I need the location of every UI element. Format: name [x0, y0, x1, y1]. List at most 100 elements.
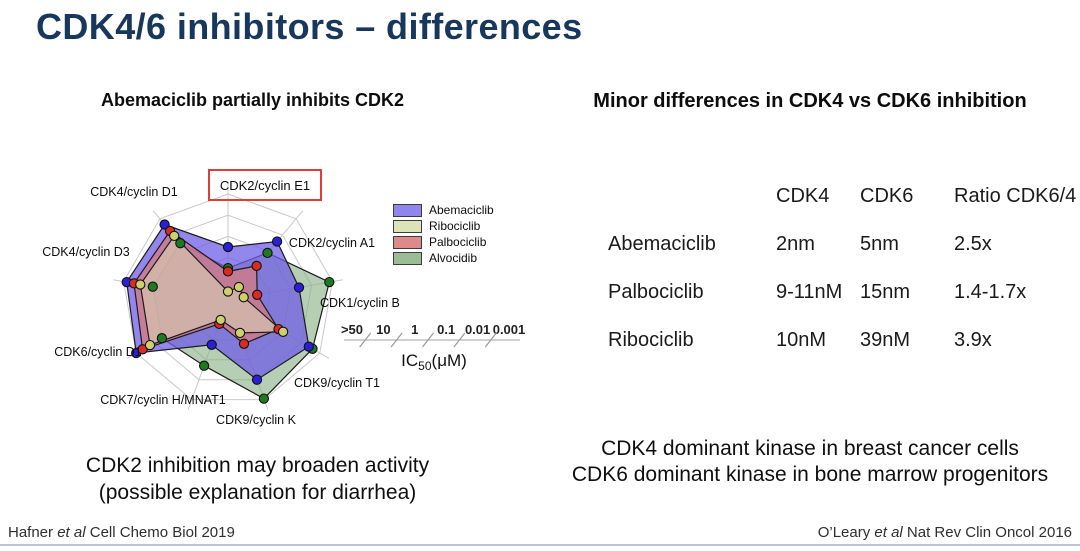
radar-point-ribociclib	[234, 327, 246, 339]
radar-point-ribociclib	[215, 314, 226, 326]
table-row-label-abemaciclib: Abemaciclib	[608, 232, 716, 255]
table-cell: 2nm	[776, 232, 815, 255]
table-row-label-palbociclib: Palbociclib	[608, 280, 704, 303]
radar-point-palbociclib	[238, 338, 250, 349]
table-cell: 5nm	[860, 232, 899, 255]
scale-slash-tick	[390, 332, 403, 348]
radar-point-abemaciclib	[293, 282, 305, 293]
legend-swatch-abemaciclib	[393, 203, 422, 217]
legend-swatch-ribociclib	[393, 219, 422, 233]
scale-tick-label: 0.01	[465, 322, 490, 337]
legend-swatch-alvocidib	[393, 251, 422, 265]
right-panel-subtitle: Minor differences in CDK4 vs CDK6 inhibi…	[593, 90, 1027, 112]
scale-slash-tick	[484, 332, 497, 348]
radar-point-palbociclib	[252, 289, 263, 300]
radar-point-alvocidib	[198, 360, 210, 371]
radar-point-alvocidib	[262, 247, 273, 259]
legend-label-ribociclib: Ribociclib	[429, 219, 481, 233]
bottom-divider-line	[0, 544, 1080, 546]
left-conclusion-line2: (possible explanation for diarrhea)	[98, 481, 417, 504]
legend-label-abemaciclib: Abemaciclib	[429, 203, 494, 217]
citation-left-journal: Cell Chemo Biol 2019	[85, 524, 235, 541]
citation-left: Hafner et al Cell Chemo Biol 2019	[8, 524, 235, 541]
highlight-box-cdk2-cyclin-e1	[208, 169, 322, 201]
table-row-label-ribociclib: Ribociclib	[608, 328, 694, 351]
table-cell: 9-11nM	[776, 280, 843, 303]
scale-slash-tick	[359, 332, 372, 348]
radar-point-alvocidib	[147, 281, 158, 292]
scale-slash-tick	[422, 332, 434, 348]
right-conclusion: CDK4 dominant kinase in breast cancer ce…	[540, 436, 1080, 488]
left-panel-subtitle: Abemaciclib partially inhibits CDK2	[100, 90, 405, 110]
radar-point-alvocidib	[175, 238, 186, 249]
table-header-cdk4: CDK4	[776, 184, 830, 207]
right-panel: Minor differences in CDK4 vs CDK6 inhibi…	[540, 0, 1080, 551]
scale-tick-label: 1	[411, 322, 418, 337]
legend-item-ribociclib: Ribociclib	[393, 218, 494, 234]
radar-point-alvocidib	[156, 333, 168, 344]
legend-label-alvocidib: Alvocidib	[429, 251, 478, 265]
table-header-ratio-cdk6-4: Ratio CDK6/4	[954, 184, 1077, 207]
radar-point-alvocidib	[324, 276, 335, 288]
radar-point-palbociclib	[222, 266, 234, 277]
radar-grid-ring	[123, 193, 333, 401]
right-conclusion-line2: CDK6 dominant kinase in bone marrow prog…	[571, 463, 1049, 486]
table-header-cdk6: CDK6	[860, 184, 914, 207]
citation-right-journal: Nat Rev Clin Oncol 2016	[902, 524, 1072, 541]
table-cell: 2.5x	[954, 232, 992, 255]
radar-axis-label: CDK6/cyclin D1	[54, 345, 142, 359]
radar-point-ribociclib	[233, 281, 245, 293]
table-cell: 1.4-1.7x	[954, 280, 1027, 303]
radar-axis-label: CDK9/cyclin T1	[294, 376, 380, 390]
radar-point-abemaciclib	[159, 219, 170, 230]
radar-legend: Abemaciclib Ribociclib Palbociclib Alvocidi…	[393, 202, 494, 266]
legend-label-palbociclib: Palbociclib	[429, 235, 487, 249]
scale-tick-label: 0.001	[493, 322, 526, 337]
radar-point-abemaciclib	[251, 374, 263, 385]
scale-tick-label: 0.1	[437, 322, 455, 337]
radar-point-ribociclib	[144, 339, 156, 351]
scale-tick-label: >50	[341, 322, 363, 337]
radar-axis-label: CDK2/cyclin A1	[289, 236, 375, 250]
scale-slash-tick	[453, 332, 466, 348]
radar-point-ribociclib	[135, 279, 146, 290]
radar-point-abemaciclib	[206, 339, 217, 350]
scale-axis-title: IC50(μM)	[401, 351, 467, 373]
radar-axis-label: CDK4/cyclin D3	[42, 245, 130, 259]
table-cell: 15nm	[860, 280, 911, 303]
scale-tick-label: 10	[376, 322, 390, 337]
radar-point-ribociclib	[277, 326, 289, 337]
radar-axis-label: CDK7/cyclin H/MNAT1	[100, 393, 226, 407]
legend-swatch-palbociclib	[393, 235, 422, 249]
citation-right-author: O’Leary	[817, 524, 875, 541]
radar-axis-label: CDK4/cyclin D1	[90, 185, 178, 199]
legend-item-alvocidib: Alvocidib	[393, 250, 494, 266]
radar-point-abemaciclib	[271, 236, 283, 247]
left-conclusion-line1: CDK2 inhibition may broaden activity	[85, 454, 430, 477]
cdk-comparison-table: CDK4 CDK6 Ratio CDK6/4 Abemaciclib 2nm 5nm 2.5…	[608, 172, 1080, 364]
citation-left-etal: et al	[57, 524, 86, 541]
radar-axis-label: CDK9/cyclin K	[216, 413, 297, 427]
radar-point-ribociclib	[169, 230, 180, 242]
legend-item-palbociclib: Palbociclib	[393, 234, 494, 250]
legend-item-abemaciclib: Abemaciclib	[393, 202, 494, 218]
radar-point-abemaciclib	[303, 341, 314, 352]
table-cell: 3.9x	[954, 328, 992, 351]
radar-series-ribociclib	[139, 234, 285, 346]
radar-axis-label: CDK1/cyclin B	[320, 296, 400, 310]
radar-axis-label-highlighted: CDK2/cyclin E1	[220, 178, 310, 193]
radar-point-ribociclib	[222, 286, 234, 297]
radar-point-palbociclib	[251, 260, 262, 272]
citation-left-author: Hafner	[8, 524, 58, 541]
slide-title: CDK4/6 inhibitors – differences	[36, 6, 583, 47]
left-conclusion: CDK2 inhibition may broaden activity (po…	[0, 452, 515, 506]
radar-point-abemaciclib	[222, 241, 234, 253]
citation-right: O’Leary et al Nat Rev Clin Oncol 2016	[818, 524, 1072, 541]
radar-point-alvocidib	[258, 393, 270, 404]
radar-chart: CDK2/cyclin E1 CDK2/cyclin A1 CDK1/cyclin …	[42, 169, 526, 427]
right-conclusion-line1: CDK4 dominant kinase in breast cancer ce…	[601, 437, 1019, 460]
citation-right-etal: et al	[874, 524, 903, 541]
radar-point-ribociclib	[238, 292, 249, 303]
table-cell: 39nM	[860, 328, 911, 351]
